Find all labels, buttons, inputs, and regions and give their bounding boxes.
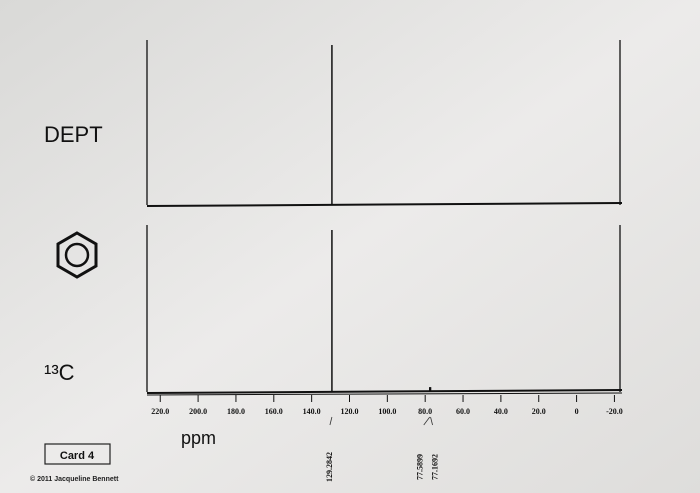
baseline	[146, 389, 623, 394]
x-tick-label: 60.0	[456, 407, 470, 416]
panel-label: ¹³C	[44, 360, 75, 385]
card-box	[44, 443, 111, 465]
x-tick-label: 180.0	[227, 407, 245, 416]
x-tick-label: 220.0	[151, 407, 169, 416]
copyright: © 2011 Jacqueline Bennett	[30, 475, 119, 483]
panel-label: DEPT	[44, 122, 103, 147]
x-tick-label: 20.0	[532, 407, 546, 416]
leader-line	[423, 416, 431, 426]
peak-label: 129.2842	[325, 452, 334, 482]
x-tick-label: 0	[575, 407, 579, 416]
x-tick-label: 80.0	[418, 407, 432, 416]
leader-line	[430, 416, 433, 426]
x-axis	[146, 392, 623, 396]
x-axis-label: ppm	[181, 428, 216, 448]
x-tick-label: 40.0	[494, 407, 508, 416]
x-tick-label: 100.0	[378, 407, 396, 416]
baseline	[146, 202, 623, 207]
peak-label: 77.5899	[416, 454, 425, 480]
leader-line	[329, 416, 333, 426]
x-tick-label: 140.0	[303, 407, 321, 416]
benzene-icon	[56, 231, 98, 279]
x-tick-label: 160.0	[265, 407, 283, 416]
x-tick-label: -20.0	[606, 407, 623, 416]
peak-label: 77.1692	[431, 454, 440, 480]
x-tick-label: 200.0	[189, 407, 207, 416]
x-tick-label: 120.0	[340, 407, 358, 416]
card-label: Card 4	[60, 450, 95, 462]
